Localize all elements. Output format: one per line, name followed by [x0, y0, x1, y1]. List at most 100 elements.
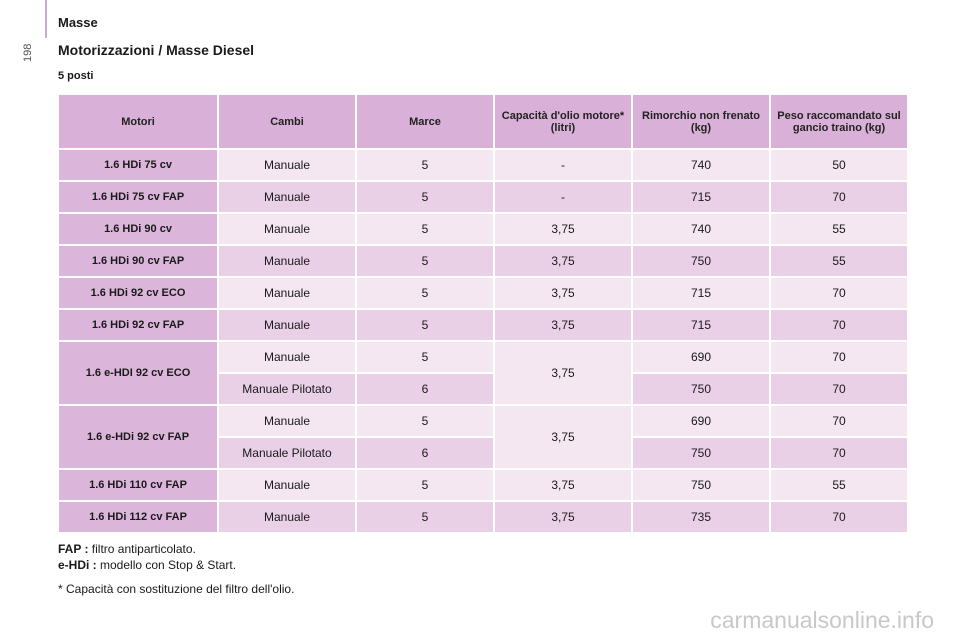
header-hitch-weight: Peso raccomandato sul gancio traino (kg)	[771, 95, 907, 148]
gearbox-cell: Manuale Pilotato	[219, 374, 355, 404]
header-engines: Motori	[59, 95, 217, 148]
speeds-cell: 5	[357, 502, 493, 532]
table-row: 1.6 HDi 90 cv FAP Manuale 5 3,75 750 55	[59, 246, 907, 276]
header-speeds: Marce	[357, 95, 493, 148]
footnote-oil: * Capacità con sostituzione del filtro d…	[58, 582, 295, 596]
gearbox-cell: Manuale	[219, 342, 355, 372]
hitch-cell: 70	[771, 182, 907, 212]
hitch-cell: 70	[771, 278, 907, 308]
footnote-fap-term: FAP :	[58, 542, 89, 556]
hitch-cell: 55	[771, 470, 907, 500]
watermark: carmanualsonline.info	[710, 607, 934, 633]
oil-cell: 3,75	[495, 406, 631, 468]
oil-cell: 3,75	[495, 470, 631, 500]
oil-cell: -	[495, 150, 631, 180]
table-row: Manuale Pilotato 6 750 70	[59, 374, 907, 404]
gearbox-cell: Manuale	[219, 310, 355, 340]
trailer-cell: 740	[633, 214, 769, 244]
oil-cell: 3,75	[495, 310, 631, 340]
footnote-fap: FAP : filtro antiparticolato.	[58, 542, 196, 556]
footnote-fap-text: filtro antiparticolato.	[91, 542, 196, 556]
table-row: 1.6 HDi 92 cv FAP Manuale 5 3,75 715 70	[59, 310, 907, 340]
engine-cell: 1.6 HDi 75 cv	[59, 150, 217, 180]
oil-cell: 3,75	[495, 246, 631, 276]
table-row: 1.6 HDi 112 cv FAP Manuale 5 3,75 735 70	[59, 502, 907, 532]
trailer-cell: 750	[633, 246, 769, 276]
oil-cell: 3,75	[495, 342, 631, 404]
page-number: 198	[22, 43, 34, 62]
trailer-cell: 750	[633, 438, 769, 468]
oil-cell: 3,75	[495, 278, 631, 308]
gearbox-cell: Manuale	[219, 214, 355, 244]
hitch-cell: 70	[771, 374, 907, 404]
speeds-cell: 5	[357, 470, 493, 500]
speeds-cell: 5	[357, 214, 493, 244]
hitch-cell: 55	[771, 214, 907, 244]
trailer-cell: 690	[633, 406, 769, 436]
table-row: 1.6 HDi 90 cv Manuale 5 3,75 740 55	[59, 214, 907, 244]
speeds-cell: 5	[357, 278, 493, 308]
hitch-cell: 70	[771, 310, 907, 340]
table-row: Manuale Pilotato 6 750 70	[59, 438, 907, 468]
section-title: Masse	[58, 15, 98, 30]
subtitle: 5 posti	[58, 70, 94, 82]
hitch-cell: 50	[771, 150, 907, 180]
page-title: Motorizzazioni / Masse Diesel	[58, 42, 255, 58]
table-row: 1.6 e-HDi 92 cv FAP Manuale 5 3,75 690 7…	[59, 406, 907, 468]
speeds-cell: 5	[357, 310, 493, 340]
footnote-ehdi: e-HDi : modello con Stop & Start.	[58, 558, 236, 572]
hitch-cell: 70	[771, 406, 907, 436]
gearbox-cell: Manuale	[219, 246, 355, 276]
trailer-cell: 735	[633, 502, 769, 532]
gearbox-cell: Manuale	[219, 406, 355, 436]
hitch-cell: 55	[771, 246, 907, 276]
engine-cell: 1.6 e-HDI 92 cv ECO	[59, 342, 217, 404]
table-header-row: Motori Cambi Marce Capacità d'olio motor…	[59, 95, 907, 148]
trailer-cell: 740	[633, 150, 769, 180]
oil-cell: 3,75	[495, 214, 631, 244]
footnote-ehdi-text: modello con Stop & Start.	[100, 558, 237, 572]
hitch-cell: 70	[771, 438, 907, 468]
speeds-cell: 5	[357, 150, 493, 180]
engine-cell: 1.6 HDi 75 cv FAP	[59, 182, 217, 212]
speeds-cell: 5	[357, 182, 493, 212]
trailer-cell: 715	[633, 278, 769, 308]
mass-table: Motori Cambi Marce Capacità d'olio motor…	[57, 93, 909, 534]
hitch-cell: 70	[771, 342, 907, 372]
trailer-cell: 750	[633, 374, 769, 404]
header-unbraked-trailer: Rimorchio non frenato (kg)	[633, 95, 769, 148]
table-row: 1.6 HDi 75 cv FAP Manuale 5 - 715 70	[59, 182, 907, 212]
header-gearbox: Cambi	[219, 95, 355, 148]
engine-cell: 1.6 HDi 112 cv FAP	[59, 502, 217, 532]
trailer-cell: 750	[633, 470, 769, 500]
oil-cell: -	[495, 182, 631, 212]
engine-cell: 1.6 HDi 90 cv	[59, 214, 217, 244]
gearbox-cell: Manuale	[219, 502, 355, 532]
engine-cell: 1.6 HDi 92 cv ECO	[59, 278, 217, 308]
engine-cell: 1.6 HDi 92 cv FAP	[59, 310, 217, 340]
speeds-cell: 5	[357, 406, 493, 436]
engine-cell: 1.6 HDi 110 cv FAP	[59, 470, 217, 500]
table-row: 1.6 HDi 75 cv Manuale 5 - 740 50	[59, 150, 907, 180]
section-marker	[45, 0, 47, 38]
table-row: 1.6 HDi 92 cv ECO Manuale 5 3,75 715 70	[59, 278, 907, 308]
trailer-cell: 690	[633, 342, 769, 372]
engine-cell: 1.6 HDi 90 cv FAP	[59, 246, 217, 276]
header-oil-capacity: Capacità d'olio motore* (litri)	[495, 95, 631, 148]
speeds-cell: 5	[357, 342, 493, 372]
speeds-cell: 5	[357, 246, 493, 276]
trailer-cell: 715	[633, 310, 769, 340]
footnote-ehdi-term: e-HDi :	[58, 558, 97, 572]
gearbox-cell: Manuale	[219, 182, 355, 212]
hitch-cell: 70	[771, 502, 907, 532]
gearbox-cell: Manuale	[219, 470, 355, 500]
speeds-cell: 6	[357, 438, 493, 468]
engine-cell: 1.6 e-HDi 92 cv FAP	[59, 406, 217, 468]
gearbox-cell: Manuale Pilotato	[219, 438, 355, 468]
gearbox-cell: Manuale	[219, 278, 355, 308]
speeds-cell: 6	[357, 374, 493, 404]
trailer-cell: 715	[633, 182, 769, 212]
gearbox-cell: Manuale	[219, 150, 355, 180]
table-row: 1.6 HDi 110 cv FAP Manuale 5 3,75 750 55	[59, 470, 907, 500]
oil-cell: 3,75	[495, 502, 631, 532]
